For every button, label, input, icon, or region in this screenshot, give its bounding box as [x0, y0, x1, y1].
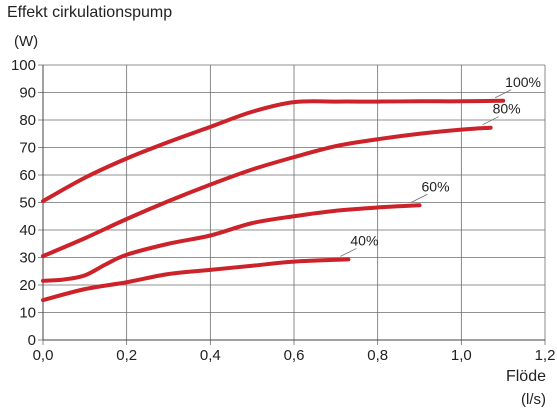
series-label-leader: [494, 89, 512, 99]
y-tick-label: 40: [19, 222, 36, 239]
series-line-80pct: [41, 125, 493, 259]
x-tick-label: 0,4: [200, 347, 221, 364]
y-tick-label: 80: [19, 112, 36, 129]
y-tick-label: 10: [19, 305, 36, 322]
x-tick-label: 0,6: [284, 347, 305, 364]
x-axis-unit: (l/s): [521, 391, 546, 408]
y-tick-label: 70: [19, 140, 36, 157]
series-label-100pct: 100%: [505, 74, 541, 90]
series-label-leader: [340, 248, 357, 257]
y-tick-label: 30: [19, 250, 36, 267]
x-tick-label: 1,0: [451, 347, 472, 364]
y-tick-label: 60: [19, 167, 36, 184]
series-label-leader: [411, 193, 428, 203]
x-axis-label: Flöde: [505, 368, 546, 385]
x-tick-label: 0,0: [33, 347, 54, 364]
x-tick-label: 1,2: [535, 347, 556, 364]
y-tick-label: 90: [19, 85, 36, 102]
series-line-40pct: [41, 257, 351, 303]
y-tick-label: 100: [11, 57, 36, 74]
series-label-80pct: 80%: [493, 101, 521, 117]
series-label-leader: [482, 116, 499, 126]
series-label-60pct: 60%: [422, 178, 450, 194]
series-line-60pct: [41, 203, 422, 283]
y-tick-label: 20: [19, 277, 36, 294]
y-tick-label: 50: [19, 195, 36, 212]
series-line-100pct: [41, 98, 506, 204]
chart-title: Effekt cirkulationspump: [7, 4, 173, 21]
x-tick-label: 0,8: [367, 347, 388, 364]
x-tick-label: 0,2: [116, 347, 137, 364]
y-axis-label: (W): [14, 33, 39, 50]
series-label-40pct: 40%: [350, 232, 378, 248]
y-tick-label: 0: [28, 332, 36, 349]
